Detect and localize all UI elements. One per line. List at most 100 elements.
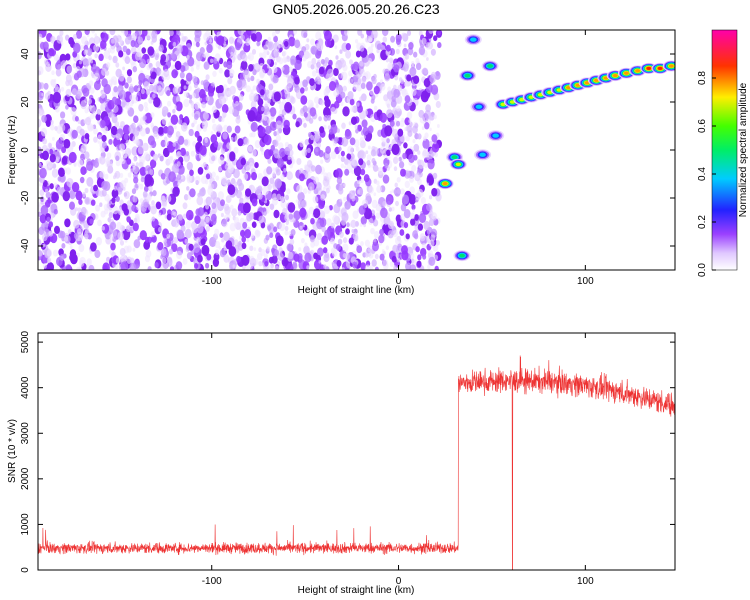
noise-dot: [282, 56, 288, 64]
noise-dot: [337, 238, 343, 245]
noise-dot: [102, 102, 107, 108]
noise-dot: [146, 58, 151, 64]
noise-dot: [389, 190, 393, 195]
noise-dot: [437, 30, 442, 36]
noise-dot: [367, 145, 371, 150]
noise-dot: [386, 108, 393, 119]
noise-dot: [427, 150, 434, 160]
noise-dot: [368, 36, 373, 43]
noise-dot: [177, 181, 181, 186]
noise-dot: [113, 185, 118, 191]
noise-dot: [172, 163, 179, 173]
noise-dot: [287, 155, 291, 160]
noise-dot: [223, 231, 230, 242]
noise-dot: [205, 225, 210, 232]
noise-dot: [223, 36, 227, 42]
noise-dot: [87, 232, 93, 240]
noise-dot: [63, 235, 69, 242]
noise-dot: [281, 44, 285, 49]
noise-dot: [208, 85, 214, 94]
noise-dot: [176, 229, 184, 240]
noise-dot: [183, 116, 189, 124]
tracked-signal-blobs: [436, 34, 675, 262]
noise-dot: [341, 122, 346, 129]
noise-dot: [116, 221, 122, 230]
noise-dot: [115, 195, 120, 203]
noise-dot: [425, 151, 430, 158]
noise-dot: [276, 158, 284, 168]
noise-dot: [112, 35, 119, 44]
noise-dot: [361, 76, 367, 83]
noise-dot: [58, 167, 65, 177]
noise-dot: [163, 238, 167, 243]
noise-dot: [420, 90, 429, 103]
noise-dot: [151, 200, 155, 206]
noise-dot: [313, 133, 320, 143]
noise-dot: [181, 36, 187, 42]
noise-dot: [336, 176, 343, 185]
noise-dot: [428, 250, 434, 258]
noise-dot: [234, 125, 241, 134]
noise-dot: [266, 166, 273, 175]
noise-dot: [46, 262, 55, 270]
noise-dot: [232, 264, 236, 269]
spectrogram-panel: -100 0 100 -40 -20 0 20 40 Height of straight …: [7, 29, 676, 296]
noise-dot: [240, 194, 244, 198]
noise-dot: [423, 148, 427, 153]
noise-dot: [340, 59, 347, 68]
noise-dot: [292, 217, 296, 223]
noise-dot: [351, 158, 358, 167]
noise-dot: [432, 172, 438, 180]
noise-dot: [60, 99, 63, 103]
signal-blob-layer: [455, 162, 461, 167]
noise-dot: [130, 168, 134, 174]
noise-dot: [245, 85, 251, 93]
noise-dot: [417, 254, 422, 261]
noise-dot: [400, 168, 406, 177]
noise-dot: [165, 194, 172, 203]
noise-dot: [360, 216, 367, 225]
noise-dot: [303, 164, 308, 170]
noise-dot: [235, 100, 239, 107]
noise-dot: [196, 87, 201, 93]
noise-dot: [316, 232, 322, 241]
signal-blob-layer: [566, 85, 571, 90]
noise-dot: [121, 226, 126, 232]
noise-dot: [272, 197, 278, 206]
noise-dot: [120, 254, 127, 264]
noise-dot: [240, 34, 245, 41]
noise-dot: [216, 124, 223, 133]
noise-dot: [119, 240, 125, 246]
noise-dot: [218, 166, 223, 172]
noise-dot: [266, 58, 271, 65]
noise-dot: [350, 192, 355, 200]
noise-dot: [355, 50, 361, 58]
noise-dot: [311, 70, 317, 77]
noise-dot: [430, 84, 439, 95]
noise-dot: [172, 108, 176, 114]
noise-dot: [194, 215, 201, 224]
noise-dot: [422, 76, 425, 81]
noise-dot: [333, 89, 340, 98]
noise-dot: [77, 159, 84, 168]
snr-x-tick-label: 100: [577, 576, 594, 587]
noise-dot: [301, 237, 305, 244]
noise-dot: [331, 249, 338, 258]
spectrogram-y-tick-label: 20: [20, 96, 31, 108]
noise-dot: [158, 212, 162, 217]
noise-dot: [332, 34, 339, 43]
noise-dot: [47, 257, 52, 264]
noise-dot: [332, 67, 339, 77]
noise-dot: [371, 76, 377, 85]
noise-dot: [273, 35, 278, 43]
noise-dot: [387, 62, 393, 71]
noise-dot: [140, 176, 145, 183]
noise-dot: [339, 231, 344, 238]
noise-dot: [308, 117, 314, 124]
noise-dot: [279, 101, 286, 111]
noise-dot: [111, 188, 119, 199]
noise-dot: [142, 190, 148, 198]
noise-dot: [185, 72, 193, 82]
noise-dot: [322, 106, 331, 118]
